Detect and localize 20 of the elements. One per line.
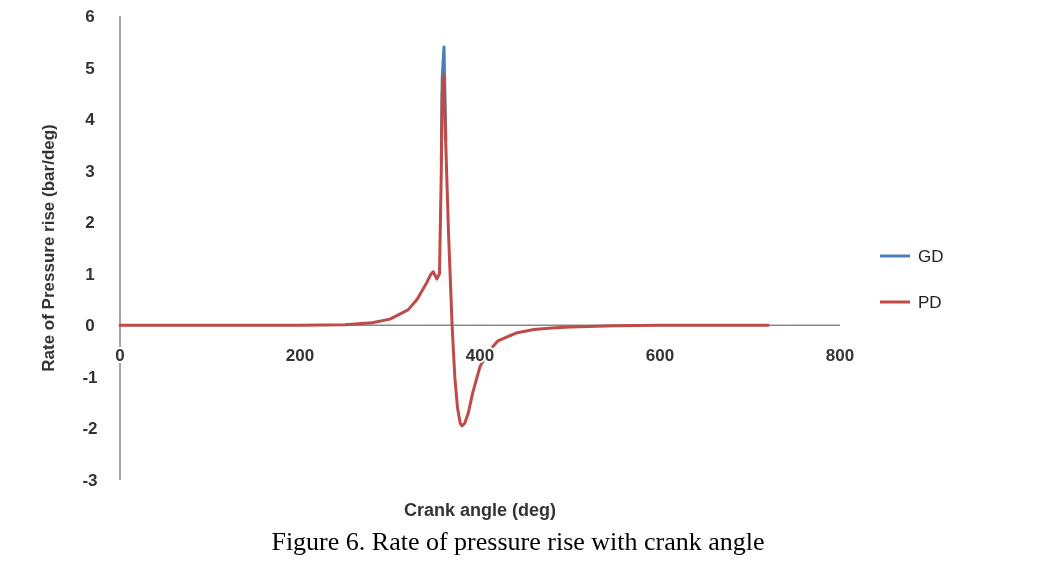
- line-series: [118, 73, 770, 428]
- y-tick-label: 5: [85, 58, 95, 78]
- y-tick-label: -1: [82, 367, 98, 387]
- y-tick-label: -3: [82, 470, 98, 490]
- y-tick-label: 0: [85, 316, 95, 336]
- y-axis-title: Rate of Pressure rise (bar/deg): [39, 124, 58, 372]
- x-axis-title: Crank angle (deg): [403, 500, 557, 520]
- caption: Figure 6. Rate of pressure rise with crank angle: [271, 527, 765, 556]
- legend-label: GD: [918, 246, 944, 266]
- y-tick-label: 4: [85, 110, 96, 130]
- x-tick-label: 200: [285, 346, 315, 366]
- y-tick-label: 6: [85, 6, 95, 26]
- y-tick-label: 3: [85, 161, 95, 181]
- x-tick-label: 0: [115, 346, 125, 366]
- y-tick-label: -2: [82, 419, 98, 439]
- y-tick-label: 2: [85, 213, 95, 233]
- x-tick-label: 600: [645, 346, 675, 366]
- y-tick-label: 1: [85, 264, 95, 284]
- x-tick-label: 800: [825, 346, 855, 366]
- legend-label: PD: [918, 292, 942, 312]
